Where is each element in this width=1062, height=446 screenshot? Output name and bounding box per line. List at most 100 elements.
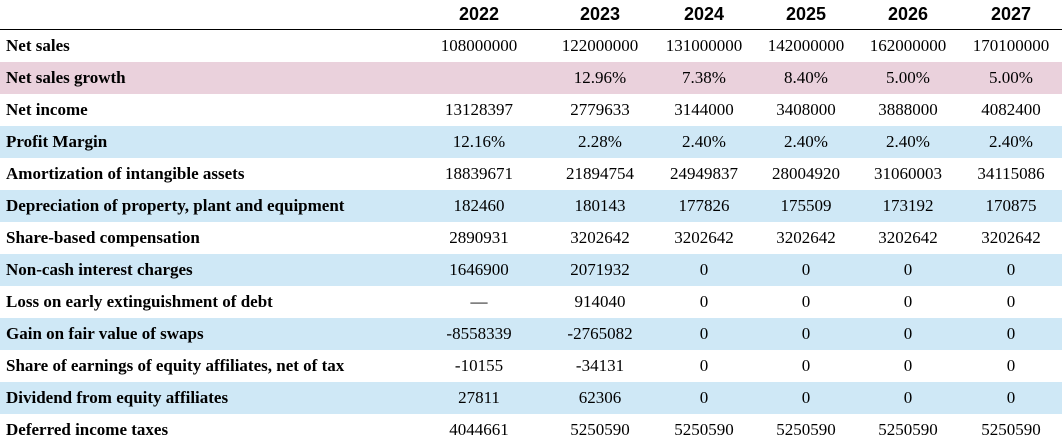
cell-value: 5.00% [960, 62, 1062, 94]
cell-value: 31060003 [856, 158, 960, 190]
cell-value: 13128397 [410, 94, 548, 126]
cell-value: -34131 [548, 350, 652, 382]
year-header: 2023 [548, 0, 652, 30]
cell-value: 2.28% [548, 126, 652, 158]
row-label: Net sales [0, 30, 410, 63]
cell-value: — [410, 286, 548, 318]
cell-value: 180143 [548, 190, 652, 222]
row-label: Amortization of intangible assets [0, 158, 410, 190]
cell-value: 2.40% [756, 126, 856, 158]
row-label: Non-cash interest charges [0, 254, 410, 286]
year-header: 2027 [960, 0, 1062, 30]
cell-value: 173192 [856, 190, 960, 222]
cell-value: 3202642 [548, 222, 652, 254]
cell-value: 3202642 [856, 222, 960, 254]
cell-value: 0 [652, 382, 756, 414]
cell-value: 170100000 [960, 30, 1062, 63]
cell-value: 7.38% [652, 62, 756, 94]
cell-value: 2.40% [960, 126, 1062, 158]
cell-value: 0 [652, 254, 756, 286]
cell-value: 2.40% [652, 126, 756, 158]
cell-value: 122000000 [548, 30, 652, 63]
cell-value: 1646900 [410, 254, 548, 286]
cell-value: 0 [756, 254, 856, 286]
year-header: 2024 [652, 0, 756, 30]
cell-value: 5250590 [856, 414, 960, 446]
table-row: Loss on early extinguishment of debt—914… [0, 286, 1062, 318]
cell-value: 177826 [652, 190, 756, 222]
cell-value: 108000000 [410, 30, 548, 63]
cell-value: 34115086 [960, 158, 1062, 190]
cell-value: 0 [756, 382, 856, 414]
cell-value: 142000000 [756, 30, 856, 63]
cell-value: 28004920 [756, 158, 856, 190]
row-label: Net sales growth [0, 62, 410, 94]
cell-value: 0 [756, 286, 856, 318]
header-corner [0, 0, 410, 30]
year-header: 2025 [756, 0, 856, 30]
table-row: Depreciation of property, plant and equi… [0, 190, 1062, 222]
cell-value: -2765082 [548, 318, 652, 350]
row-label: Share-based compensation [0, 222, 410, 254]
cell-value [410, 62, 548, 94]
cell-value: 0 [960, 350, 1062, 382]
cell-value: 5250590 [756, 414, 856, 446]
row-label: Depreciation of property, plant and equi… [0, 190, 410, 222]
cell-value: 175509 [756, 190, 856, 222]
cell-value: 0 [960, 382, 1062, 414]
header-row: 2022 2023 2024 2025 2026 2027 [0, 0, 1062, 30]
cell-value: 2779633 [548, 94, 652, 126]
row-label: Net income [0, 94, 410, 126]
cell-value: -8558339 [410, 318, 548, 350]
cell-value: 0 [856, 318, 960, 350]
table-row: Gain on fair value of swaps-8558339-2765… [0, 318, 1062, 350]
cell-value: 27811 [410, 382, 548, 414]
cell-value: 24949837 [652, 158, 756, 190]
cell-value: 3202642 [652, 222, 756, 254]
cell-value: 5250590 [548, 414, 652, 446]
year-header: 2022 [410, 0, 548, 30]
cell-value: 2.40% [856, 126, 960, 158]
row-label: Gain on fair value of swaps [0, 318, 410, 350]
cell-value: 8.40% [756, 62, 856, 94]
cell-value: 3144000 [652, 94, 756, 126]
cell-value: 5250590 [960, 414, 1062, 446]
cell-value: 5.00% [856, 62, 960, 94]
cell-value: 3202642 [756, 222, 856, 254]
cell-value: 4044661 [410, 414, 548, 446]
cell-value: 18839671 [410, 158, 548, 190]
cell-value: 0 [652, 350, 756, 382]
cell-value: 4082400 [960, 94, 1062, 126]
cell-value: 3202642 [960, 222, 1062, 254]
cell-value: 0 [856, 382, 960, 414]
cell-value: 131000000 [652, 30, 756, 63]
cell-value: 5250590 [652, 414, 756, 446]
cell-value: 3888000 [856, 94, 960, 126]
table-row: Share of earnings of equity affiliates, … [0, 350, 1062, 382]
cell-value: 0 [960, 286, 1062, 318]
cell-value: 0 [960, 318, 1062, 350]
cell-value: 0 [756, 350, 856, 382]
cell-value: -10155 [410, 350, 548, 382]
cell-value: 0 [856, 350, 960, 382]
cell-value: 182460 [410, 190, 548, 222]
cell-value: 0 [652, 286, 756, 318]
cell-value: 170875 [960, 190, 1062, 222]
cell-value: 0 [652, 318, 756, 350]
row-label: Dividend from equity affiliates [0, 382, 410, 414]
cell-value: 21894754 [548, 158, 652, 190]
cell-value: 2890931 [410, 222, 548, 254]
cell-value: 914040 [548, 286, 652, 318]
cell-value: 0 [756, 318, 856, 350]
row-label: Profit Margin [0, 126, 410, 158]
